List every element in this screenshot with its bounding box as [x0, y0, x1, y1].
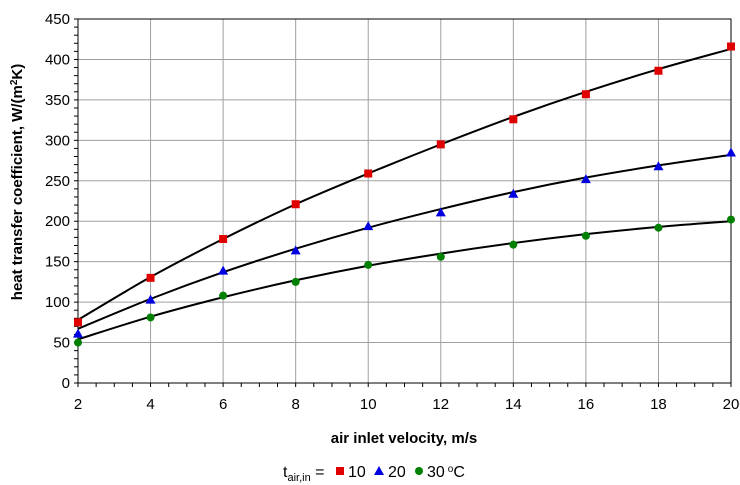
- x-tick-label: 20: [723, 396, 740, 413]
- data-point-30: [436, 252, 445, 261]
- fit-curve-20: [77, 153, 732, 330]
- data-point-30: [654, 223, 663, 232]
- y-tick-label: 50: [53, 335, 70, 352]
- fit-curve-30: [77, 220, 732, 341]
- data-point-10: [581, 90, 590, 99]
- legend-label-20: 20: [388, 464, 406, 481]
- plot-frame: [77, 18, 732, 384]
- data-point-30: [219, 291, 228, 300]
- data-point-10: [654, 66, 663, 75]
- legend-label-10: 10: [348, 464, 366, 481]
- x-tick-label: 6: [219, 396, 227, 413]
- x-tick-label: 16: [578, 396, 595, 413]
- data-point-10: [509, 115, 518, 124]
- y-tick-label: 400: [45, 51, 70, 68]
- data-point-30: [364, 260, 373, 269]
- y-axis-title-sup: 2: [9, 79, 20, 85]
- data-point-30: [74, 338, 82, 347]
- data-point-30: [581, 231, 590, 240]
- data-markers: [73, 42, 736, 347]
- data-point-20: [73, 328, 83, 338]
- data-point-20: [580, 174, 591, 184]
- legend-prefix-eq: =: [311, 464, 325, 481]
- data-point-10: [364, 169, 373, 178]
- y-tick-label: 350: [45, 92, 70, 109]
- x-tick-label: 14: [505, 396, 522, 413]
- x-tick-label: 12: [432, 396, 449, 413]
- y-tick-label: 0: [62, 375, 70, 392]
- x-tick-label: 18: [650, 396, 667, 413]
- grid: [77, 18, 732, 384]
- data-point-10: [291, 200, 300, 209]
- legend-label-30: 30 oC: [427, 464, 465, 481]
- legend-unit-degree: o: [448, 464, 454, 475]
- data-point-30: [509, 240, 518, 249]
- x-tick-label: 4: [146, 396, 154, 413]
- x-tick-label: 10: [360, 396, 377, 413]
- data-point-10: [436, 140, 445, 149]
- y-tick-label: 100: [45, 294, 70, 311]
- y-axis-title-main: heat transfer coefficient, W/(m: [9, 85, 26, 300]
- data-point-30: [727, 215, 735, 224]
- data-point-20: [145, 294, 156, 304]
- data-point-20: [726, 147, 736, 157]
- y-tick-label: 300: [45, 132, 70, 149]
- data-point-30: [146, 313, 155, 322]
- legend-prefix-main: t: [283, 464, 288, 481]
- y-tick-labels: 0 50 100 150 200 250 300 350 400 450: [45, 11, 70, 392]
- x-axis-title: air inlet velocity, m/s: [331, 430, 477, 447]
- x-tick-label: 2: [74, 396, 82, 413]
- data-point-20: [508, 188, 519, 198]
- data-point-20: [435, 207, 446, 217]
- fit-curves: [77, 47, 732, 341]
- legend-prefix-sub: air,in: [287, 472, 310, 484]
- y-tick-label: 450: [45, 11, 70, 28]
- data-point-10: [727, 42, 735, 51]
- y-axis-title-end: K): [9, 64, 26, 80]
- data-point-20: [653, 161, 664, 171]
- legend-marker-triangle-icon: [374, 466, 384, 475]
- legend-prefix: tair,in =: [283, 464, 325, 484]
- data-point-10: [219, 235, 228, 244]
- minor-ticks: [74, 18, 732, 387]
- legend-unit-c: C: [453, 464, 465, 481]
- legend-label-30-value: 30: [427, 464, 445, 481]
- legend: tair,in = 10 20 30 oC: [283, 464, 465, 484]
- data-point-20: [363, 221, 374, 231]
- legend-marker-circle-icon: [415, 467, 423, 475]
- y-tick-label: 150: [45, 254, 70, 271]
- x-tick-labels: 2 4 6 8 10 12 14 16 18 20: [74, 396, 740, 413]
- data-point-20: [218, 265, 229, 275]
- data-point-20: [290, 245, 301, 255]
- data-point-10: [146, 273, 155, 282]
- y-tick-label: 250: [45, 173, 70, 190]
- data-point-30: [291, 277, 300, 286]
- y-tick-label: 200: [45, 213, 70, 230]
- y-axis-title: heat transfer coefficient, W/(m2K): [9, 64, 27, 300]
- x-tick-label: 8: [291, 396, 299, 413]
- fit-curve-10: [77, 47, 732, 321]
- data-point-10: [74, 318, 82, 327]
- legend-marker-square-icon: [336, 467, 344, 475]
